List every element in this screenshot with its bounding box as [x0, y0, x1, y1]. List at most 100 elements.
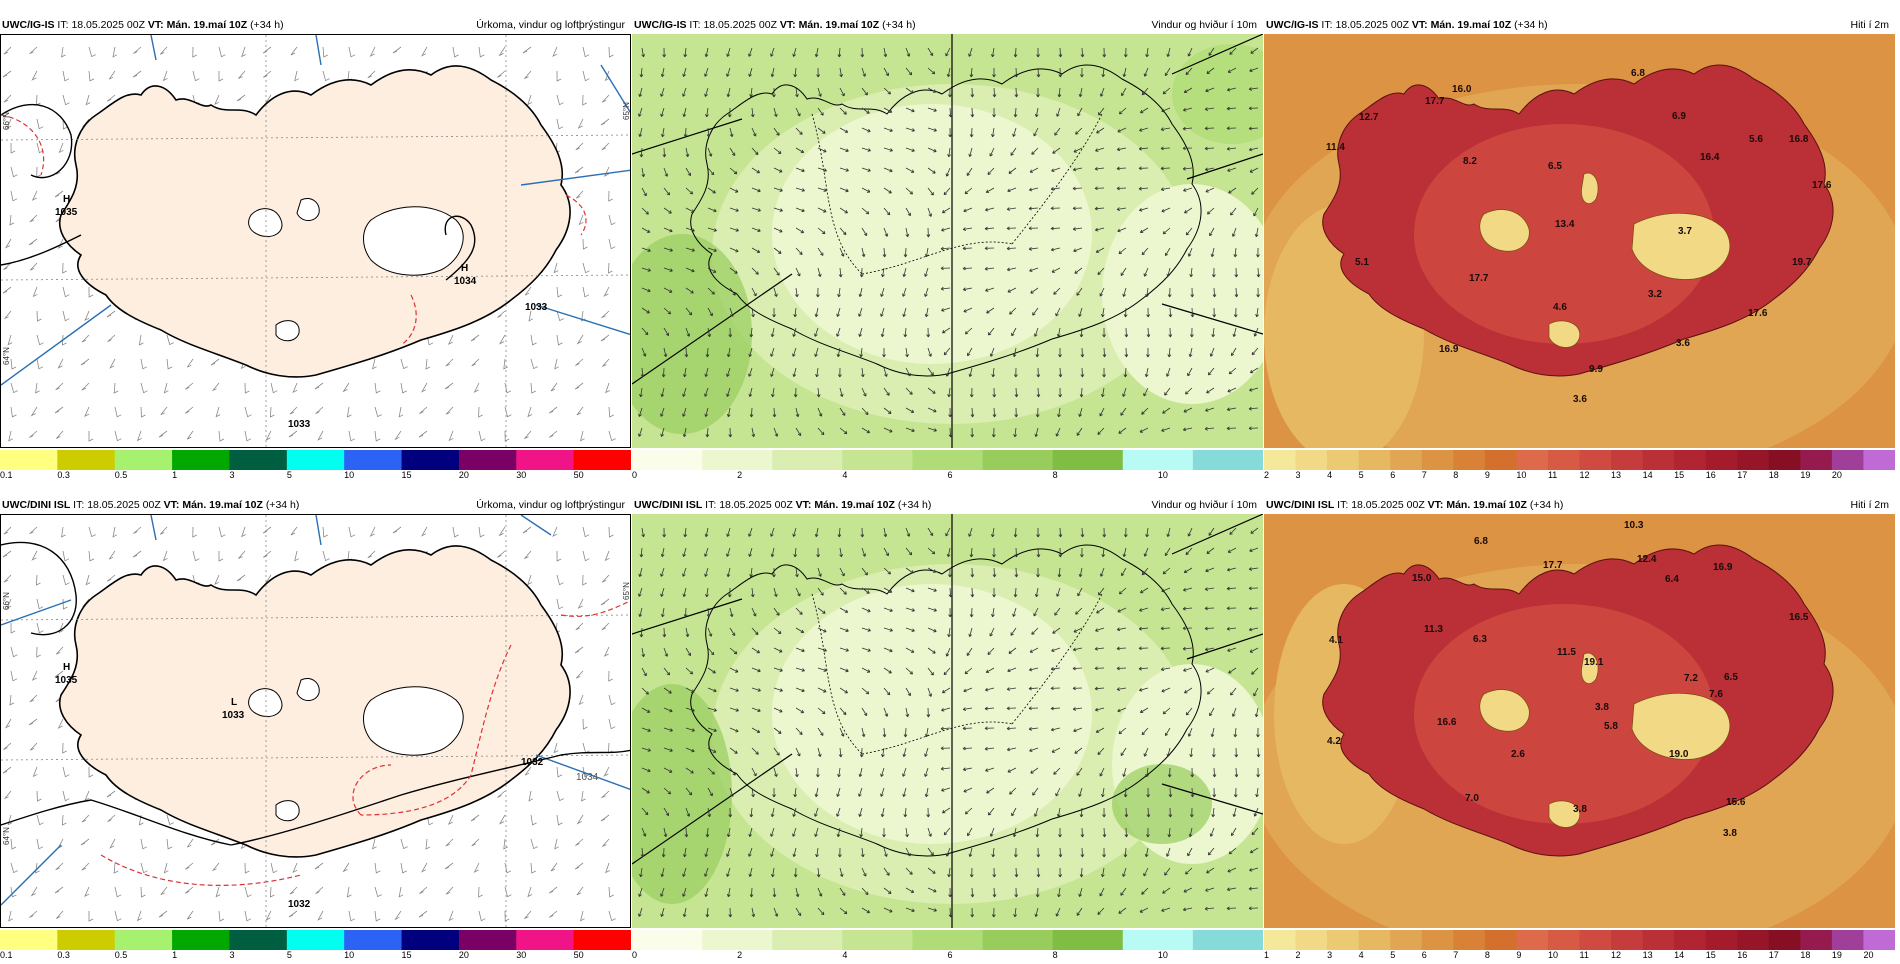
precip-map[interactable]: H 1035 H 1034 1033 1033 66°N 65°N 64°N	[0, 34, 631, 448]
wind-arrow	[985, 667, 995, 673]
precip-map[interactable]: H 1035 L 1033 1032 1032 1034 66°N 65°N 6…	[0, 514, 631, 928]
wind-arrow	[1212, 787, 1217, 798]
wind-arrow	[1249, 647, 1259, 653]
wind-barb	[106, 310, 116, 318]
wind-arrow	[1030, 767, 1039, 774]
wind-arrow	[861, 207, 870, 215]
wind-barb	[85, 94, 91, 106]
colorbar-tick-label: 11	[1547, 470, 1558, 480]
colorbar-swatch	[57, 930, 116, 950]
vt-value: Mán. 19.maí 10Z	[1446, 499, 1527, 511]
colorbar-swatch	[573, 450, 631, 470]
model-name: UWC/DINI ISL	[634, 499, 703, 511]
wind-arrow	[1072, 186, 1083, 191]
wind-arrow	[927, 47, 934, 57]
wind-arrow	[685, 667, 694, 675]
wind-arrow	[1208, 847, 1215, 856]
wind-arrow	[1212, 307, 1217, 318]
wind-arrow	[660, 887, 665, 897]
wind-arrow	[748, 347, 753, 357]
wind-barb	[603, 286, 610, 297]
pressure-value: 1033	[525, 302, 548, 313]
temp-map[interactable]: 10.3 6.8 17.7 12.4 16.9 15.0 6.4 16.5 11.3 4.1 6.3…	[1264, 514, 1895, 928]
wind-arrow	[1183, 667, 1193, 672]
colorbar-swatch	[1484, 450, 1517, 470]
colorbar-tick-label: 14	[1674, 950, 1685, 960]
wind-arrow	[707, 787, 713, 797]
wind-arrow	[639, 547, 644, 558]
colorbar-tick-label: 2	[1295, 950, 1301, 960]
colorbar-tick-label: 9	[1484, 470, 1490, 480]
wind-arrow	[638, 607, 643, 617]
wind-arrow	[905, 227, 910, 238]
wind-barb	[31, 70, 38, 81]
temp-value-label: 13.4	[1555, 219, 1575, 230]
wind-arrow	[924, 247, 929, 258]
wind-arrow	[1207, 207, 1215, 215]
wind-arrow	[964, 187, 973, 195]
wind-arrow	[815, 367, 819, 378]
wind-arrow	[1205, 187, 1215, 193]
wind-barb	[578, 214, 584, 226]
wind-arrow	[839, 647, 849, 652]
colorbar-swatch	[458, 450, 517, 470]
wind-barb	[166, 358, 173, 370]
wind-barb	[288, 430, 298, 438]
wind-barb	[552, 526, 558, 538]
wind-map[interactable]	[632, 514, 1263, 928]
wind-arrow	[749, 887, 754, 898]
wind-arrow	[1007, 287, 1017, 293]
wind-arrow	[1249, 367, 1259, 374]
wind-arrow	[924, 287, 929, 297]
wind-arrow	[1095, 707, 1105, 712]
wind-arrow	[836, 347, 841, 358]
wind-arrow	[1248, 627, 1259, 632]
wind-barb	[32, 286, 38, 298]
wind-barb	[574, 166, 584, 174]
panel-header: UWC/IG-IS IT: 18.05.2025 00Z VT: Mán. 19…	[0, 16, 631, 34]
colorbar-swatch	[1327, 450, 1360, 470]
wind-arrow	[1050, 727, 1061, 732]
lat-label: 64°N	[2, 827, 11, 845]
wind-map[interactable]	[632, 34, 1263, 448]
wind-barb	[452, 46, 459, 58]
wind-barb	[62, 766, 70, 778]
wind-arrow	[941, 707, 951, 712]
wind-barb	[218, 551, 224, 562]
vt-label: VT:	[795, 499, 812, 511]
colorbar-swatch	[1705, 930, 1738, 950]
wind-arrow	[663, 787, 672, 795]
wind-arrow	[750, 107, 755, 118]
wind-arrow	[663, 807, 669, 817]
wind-arrow	[883, 187, 892, 194]
wind-arrow	[1080, 367, 1085, 378]
wind-barb	[136, 430, 142, 442]
wind-arrow	[792, 807, 797, 817]
wind-arrow	[927, 87, 937, 93]
wind-arrow	[1168, 327, 1173, 338]
wind-arrow	[817, 247, 824, 256]
wind-arrow	[727, 107, 732, 118]
wind-barb	[61, 46, 66, 58]
colorbar-swatch	[1052, 450, 1124, 470]
wind-arrow	[1013, 907, 1018, 918]
temp-value-label: 16.6	[1437, 717, 1457, 728]
wind-arrow	[963, 687, 973, 693]
wind-arrow	[991, 367, 996, 378]
temp-value-label: 3.8	[1723, 828, 1737, 839]
wind-arrow	[817, 107, 824, 116]
wind-arrow	[1160, 146, 1171, 151]
wind-arrow	[839, 387, 844, 397]
wind-arrow	[795, 567, 799, 578]
colorbar-tick-label: 16	[1705, 470, 1716, 480]
wind-arrow	[1228, 667, 1237, 674]
wind-barb	[186, 910, 194, 920]
wind-arrow	[1050, 206, 1061, 211]
wind-barb	[184, 406, 194, 414]
wind-barb	[322, 46, 328, 58]
wind-arrow	[927, 427, 937, 432]
colorbar-swatch	[1295, 450, 1328, 470]
temp-map[interactable]: 6.8 17.7 16.0 12.7 6.9 5.6 16.8 11.4 8.2 6.5 16.4 1…	[1264, 34, 1895, 448]
wind-arrow	[963, 307, 973, 313]
wind-arrow	[940, 746, 951, 751]
